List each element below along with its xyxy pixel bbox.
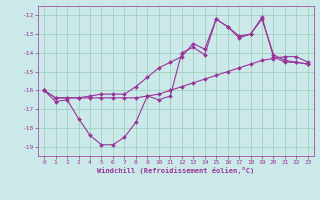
X-axis label: Windchill (Refroidissement éolien,°C): Windchill (Refroidissement éolien,°C) (97, 167, 255, 174)
